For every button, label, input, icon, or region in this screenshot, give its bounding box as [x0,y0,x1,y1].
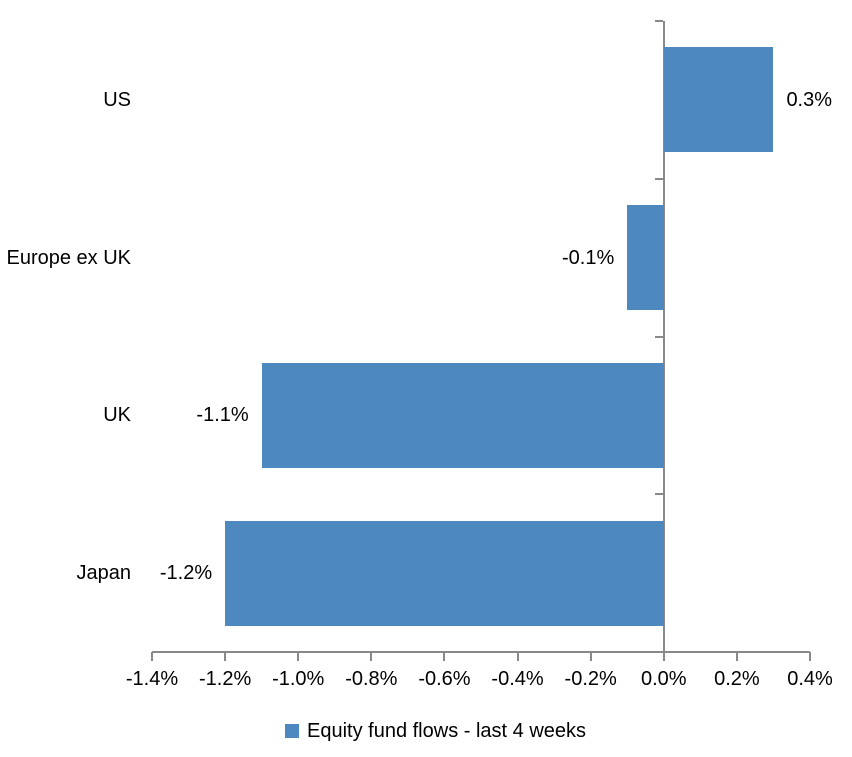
x-axis-tick [224,652,227,661]
x-tick-label: -0.4% [491,668,544,690]
data-label: -1.1% [196,404,249,427]
x-axis-tick [370,652,373,661]
category-label: US [103,88,131,111]
category-axis-tick [654,651,663,653]
legend: Equity fund flows - last 4 weeks [285,721,586,741]
x-tick-label: -1.4% [125,668,179,690]
x-tick-label: -1.2% [198,668,252,690]
x-axis-tick [589,652,592,661]
x-axis-tick [151,652,153,661]
x-axis-tick [516,652,519,661]
category-axis-tick [654,335,663,338]
category-axis-tick [654,20,663,22]
category-axis-tick [654,177,663,180]
category-axis-tick [654,493,663,496]
x-axis-line [152,651,810,653]
x-axis-tick [809,652,811,661]
x-tick-label: 0.0% [640,668,687,690]
x-tick-label: -1.0% [272,668,325,690]
y-axis-line [662,21,665,652]
x-tick-label: 0.4% [787,668,833,690]
category-label: Europe ex UK [6,246,131,269]
legend-label: Equity fund flows - last 4 weeks [307,720,587,742]
x-tick-label: -0.8% [345,668,398,690]
bar-us [663,47,774,153]
bar-japan [225,520,664,626]
x-axis-tick [662,652,665,661]
x-tick-label: 0.2% [714,668,760,690]
x-axis-tick [735,652,738,661]
bar-europe-ex-uk [627,205,664,311]
legend-marker-square [285,724,299,738]
x-axis-tick [297,652,300,661]
category-label: UK [103,404,131,427]
data-label: 0.3% [786,88,833,111]
bar-uk [261,362,664,468]
data-label: -1.2% [159,562,213,585]
category-label: Japan [76,562,132,585]
data-label: -0.1% [561,246,615,269]
x-axis-tick [443,652,446,661]
x-tick-label: -0.2% [564,668,617,690]
x-tick-label: -0.6% [418,668,471,690]
